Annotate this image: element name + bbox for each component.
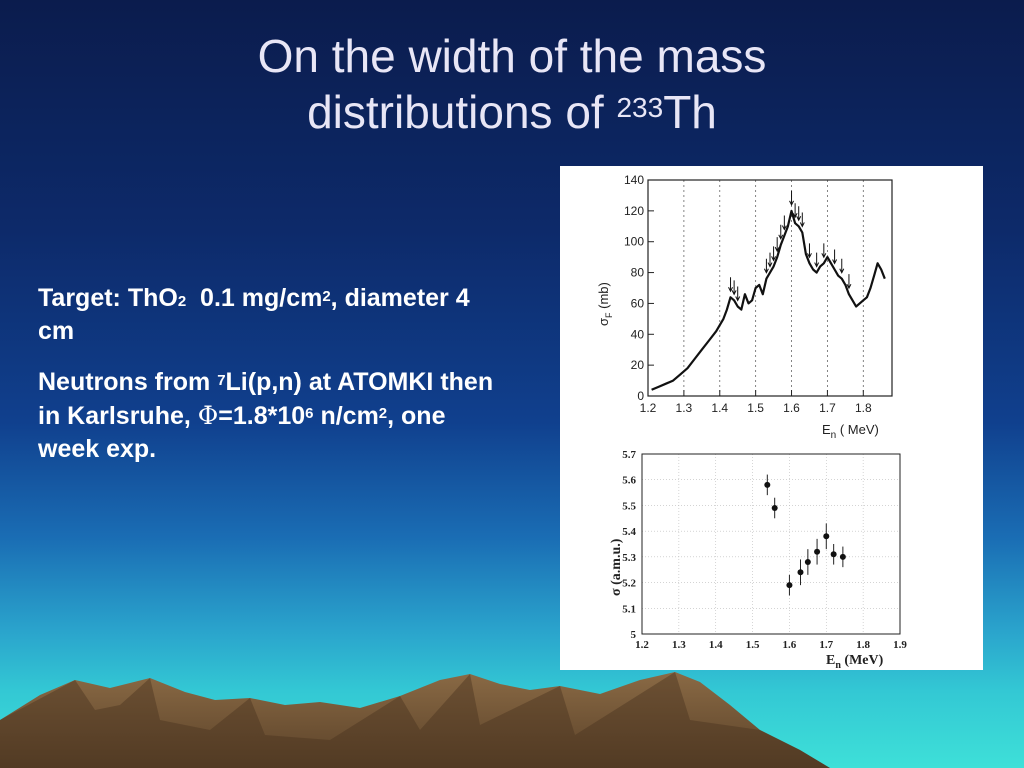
resonance-arrow: [731, 280, 737, 296]
resonance-arrow: [789, 190, 794, 206]
resonance-arrow: [799, 212, 805, 228]
resonance-arrow: [792, 203, 798, 219]
target-text-c: , diameter 4 cm: [38, 284, 470, 345]
cross-section-series-line: [651, 209, 886, 391]
y-tick-label: 40: [631, 327, 645, 341]
neutrons-text-c: =1.8*10: [218, 402, 306, 430]
plot-frame: [641, 453, 901, 635]
target-paragraph: Target: ThO2 0.1 mg/cm2, diameter 4 cm: [38, 282, 508, 348]
data-point: [764, 481, 771, 488]
y-tick-label: 20: [631, 358, 645, 372]
resonance-arrow: [735, 286, 741, 302]
y-tick-label: 5.3: [622, 552, 636, 564]
neutrons-sup-2: 6: [305, 405, 314, 422]
y-tick-label: 120: [624, 204, 644, 218]
y-axis-label: σF (mb): [596, 282, 614, 326]
x-axis-label: En (MeV): [826, 653, 884, 670]
y-tick-label: 5.4: [622, 526, 636, 538]
data-point: [804, 559, 811, 565]
neutrons-text-d: n/cm: [313, 402, 379, 430]
resonance-arrow: [778, 224, 784, 240]
y-tick-label: 5.7: [622, 449, 636, 461]
y-tick-label: 140: [624, 173, 644, 187]
body-text: Target: ThO2 0.1 mg/cm2, diameter 4 cm N…: [38, 282, 508, 484]
resonance-arrow: [814, 252, 820, 268]
x-tick-label: 1.5: [746, 639, 760, 651]
neutrons-sup-3: 2: [378, 405, 388, 422]
mass-width-chart: 5 5.1 5.2 5.3 5.4 5.5 5.6 5.7 1.2 1.3 1.4 1.5 1.6 1.7…: [609, 449, 907, 670]
x-tick-label: 1.6: [783, 401, 800, 415]
target-text-b: 0.1 mg/cm: [186, 284, 323, 312]
slide-title: On the width of the mass distributions o…: [0, 28, 1024, 140]
y-tick-label: 80: [631, 266, 645, 280]
x-tick-label: 1.2: [640, 401, 657, 415]
y-tick-label: 100: [624, 235, 644, 249]
plot-frame: [647, 179, 893, 397]
resonance-arrow: [821, 243, 827, 259]
x-tick-label: 1.7: [819, 639, 833, 651]
title-element: Th: [663, 86, 717, 138]
data-point: [823, 533, 830, 540]
mountain-landscape: [0, 672, 830, 768]
x-tick-label: 1.4: [711, 401, 728, 415]
target-text-a: Target: ThO: [38, 284, 178, 312]
y-tick-label: 5.1: [622, 603, 636, 615]
mountain-range: [0, 672, 830, 768]
y-tick-label: 60: [631, 296, 645, 310]
figure-panel: 0 20 40 60 80 100 120 140 1.2 1.3 1.4 1.5 1.6 1.7 1.8 E…: [560, 166, 983, 670]
resonance-arrow: [832, 249, 838, 265]
resonance-arrow: [781, 215, 787, 231]
resonance-arrow: [767, 252, 773, 268]
x-axis-label: En ( MeV): [822, 422, 879, 441]
target-superscript: 2: [322, 288, 331, 305]
title-line-1: On the width of the mass: [257, 30, 767, 82]
data-point: [839, 553, 846, 560]
x-tick-label: 1.3: [672, 639, 686, 651]
x-tick-label: 1.7: [819, 401, 836, 415]
flux-symbol: Φ: [197, 401, 219, 430]
neutrons-text-a: Neutrons from: [38, 368, 218, 396]
title-line-2-prefix: distributions of: [307, 86, 617, 138]
resonance-arrow: [774, 237, 780, 253]
x-tick-label: 1.5: [747, 401, 764, 415]
y-tick-label: 0: [637, 389, 644, 403]
x-tick-label: 1.9: [893, 639, 907, 651]
data-point: [797, 569, 804, 576]
data-point: [830, 551, 837, 558]
neutrons-text-b: Li(p,n) at ATOMKI then in Karlsruhe,: [38, 368, 494, 430]
x-tick-label: 1.8: [855, 401, 872, 415]
resonance-arrow: [839, 258, 845, 274]
resonance-arrow: [728, 277, 733, 293]
x-tick-label: 1.3: [676, 401, 693, 415]
x-tick-label: 1.2: [635, 639, 649, 651]
neutrons-text-e: , one week exp.: [38, 402, 446, 463]
x-tick-label: 1.4: [709, 639, 723, 651]
title-isotope-mass: 233: [616, 92, 664, 123]
data-point: [771, 505, 778, 511]
resonance-arrow: [807, 243, 812, 259]
mountain-ridge-shadow: [0, 672, 830, 768]
data-point: [786, 582, 793, 589]
resonance-arrow: [763, 258, 769, 274]
x-tick-label: 1.8: [856, 639, 870, 651]
y-tick-label: 5.5: [622, 500, 636, 512]
y-tick-label: 5: [631, 629, 637, 641]
title-line-2: distributions of 233Th: [0, 84, 1024, 140]
y-tick-label: 5.6: [622, 475, 636, 487]
resonance-arrow: [846, 274, 852, 290]
target-subscript: 2: [177, 293, 187, 310]
resonance-arrow: [771, 246, 777, 262]
neutrons-sup-1: 7: [217, 372, 226, 389]
neutrons-paragraph: Neutrons from 7Li(p,n) at ATOMKI then in…: [38, 366, 508, 466]
resonance-arrow: [796, 206, 802, 222]
y-tick-label: 5.2: [622, 578, 636, 590]
x-tick-label: 1.6: [783, 639, 797, 651]
y-axis-label: σ (a.m.u.): [609, 538, 624, 596]
fission-cross-section-chart: 0 20 40 60 80 100 120 140 1.2 1.3 1.4 1.5 1.6 1.7 1.8 E…: [596, 173, 893, 441]
data-point: [814, 548, 821, 555]
